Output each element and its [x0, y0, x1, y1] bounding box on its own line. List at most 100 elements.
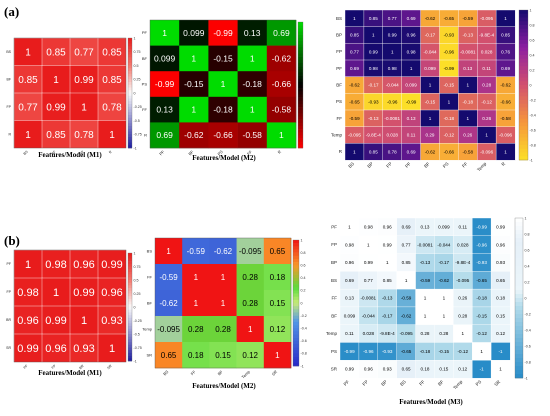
cell-value-label: 0.12	[270, 325, 286, 334]
cell-value-label: 1	[386, 260, 389, 265]
colorbar-segment	[519, 28, 528, 33]
heatmap-cell	[155, 290, 183, 317]
colorbar-segment	[298, 56, 303, 61]
heatmap-cell	[13, 120, 43, 149]
column-tick-label: SR	[106, 364, 113, 371]
cell-value-label: 1	[53, 75, 59, 86]
cell-value-label: 1	[162, 28, 167, 38]
colorbar-tick-label: -0.4	[525, 328, 531, 332]
row-tick-label: FP	[7, 105, 12, 109]
colorbar-tick-label: -0.6	[301, 339, 307, 343]
colorbar-tick-label: -1	[530, 158, 533, 162]
colorbar-segment	[128, 298, 132, 302]
colorbar-segment	[298, 85, 303, 89]
heatmap-cell	[266, 71, 297, 98]
row-tick-label: FP	[331, 242, 337, 247]
cell-value-label: 0.99	[45, 315, 66, 327]
colorbar-segment	[519, 85, 528, 90]
cell-value-label: -0.65	[444, 16, 455, 21]
colorbar-tick-label: 0.25	[134, 292, 141, 296]
colorbar-tick-label: 0.25	[134, 78, 141, 82]
heatmap-cell	[266, 45, 297, 72]
heatmap-cell	[97, 305, 127, 335]
colorbar-segment	[293, 296, 299, 301]
colorbar-segment	[298, 100, 303, 105]
colorbar-segment	[128, 336, 132, 340]
row-tick-label: FF	[147, 274, 152, 279]
colorbar-segment	[515, 286, 523, 291]
colorbar-segment	[128, 104, 132, 108]
heatmap-cell	[236, 342, 265, 369]
colorbar-tick-label: 0	[525, 296, 527, 300]
colorbar-segment	[519, 58, 528, 63]
colorbar-segment	[519, 130, 528, 135]
colorbar-segment	[293, 258, 299, 263]
row-tick-label: BS	[336, 16, 342, 21]
heatmap-cell	[266, 96, 297, 123]
colorbar-segment	[298, 135, 303, 139]
cell-value-label: -0.62	[439, 278, 450, 283]
colorbar-segment	[298, 25, 303, 29]
colorbar-segment	[128, 342, 132, 346]
colorbar-segment	[128, 98, 132, 102]
colorbar-segment	[293, 249, 299, 253]
cell-value-label: 0.99	[74, 75, 94, 86]
colorbar-segment	[298, 129, 303, 133]
colorbar-segment	[128, 255, 132, 259]
colorbar-segment	[293, 343, 299, 348]
colorbar-segment	[128, 128, 132, 132]
colorbar-tick-label: -0.2	[530, 98, 536, 102]
cell-value-label: -0.62	[425, 149, 436, 154]
colorbar-segment	[128, 51, 132, 55]
colorbar-tick-label: -1	[134, 146, 137, 150]
row-tick-label: FP	[7, 290, 12, 294]
row-tick-label: SR	[6, 346, 11, 350]
colorbar-segment	[293, 262, 299, 266]
column-tick-label: BS	[23, 149, 30, 156]
colorbar-segment	[298, 44, 303, 48]
colorbar-segment	[298, 75, 303, 79]
colorbar-segment	[298, 138, 303, 142]
colorbar-segment	[128, 290, 132, 294]
colorbar-tick-label: 1	[525, 216, 527, 220]
colorbar-segment	[293, 321, 299, 326]
colorbar-tick-label: -0.5	[134, 119, 140, 123]
row-tick-label: BS	[147, 248, 153, 253]
column-tick-label: Temp	[240, 369, 251, 380]
heatmap-cell	[237, 96, 268, 123]
cell-value-label: 0.28	[439, 331, 448, 336]
cell-value-label: 0.28	[188, 325, 204, 334]
cell-value-label: -0.99	[344, 349, 355, 354]
row-tick-label: BF	[331, 313, 337, 318]
cell-value-label: 1	[461, 331, 464, 336]
cell-value-label: 1	[485, 133, 488, 138]
colorbar-segment	[298, 103, 303, 108]
cell-value-label: 0.12	[458, 367, 467, 372]
column-tick-label: FF	[418, 379, 426, 387]
heatmap-cell	[263, 316, 292, 343]
colorbar-segment	[519, 145, 528, 150]
cell-value-label: -0.13	[382, 296, 393, 301]
heatmap-cell	[263, 342, 292, 369]
cell-value-label: 1	[424, 313, 427, 318]
cell-value-label: 0.28	[458, 313, 467, 318]
cell-value-label: 1	[443, 296, 446, 301]
colorbar-segment	[298, 40, 303, 45]
colorbar-segment	[298, 28, 303, 32]
cell-value-label: 1	[353, 16, 356, 21]
cell-value-label: 0.99	[46, 102, 66, 113]
cell-value-label: 0.98	[45, 259, 66, 271]
row-tick-label: Temp	[331, 133, 343, 138]
colorbar-segment	[128, 101, 132, 105]
heatmap-cell	[150, 122, 180, 149]
colorbar-segment	[515, 322, 523, 327]
colorbar-segment	[293, 306, 299, 310]
column-tick-label: R	[500, 161, 506, 167]
cell-value-label: 0.99	[369, 49, 378, 54]
cell-value-label: 0.85	[402, 260, 411, 265]
colorbar-tick-label: 1	[134, 36, 136, 40]
heatmap-cell	[179, 96, 209, 123]
colorbar-tick-label: 0.5	[134, 278, 139, 282]
cell-value-label: 1	[466, 83, 469, 88]
column-tick-label: FP	[51, 363, 57, 369]
